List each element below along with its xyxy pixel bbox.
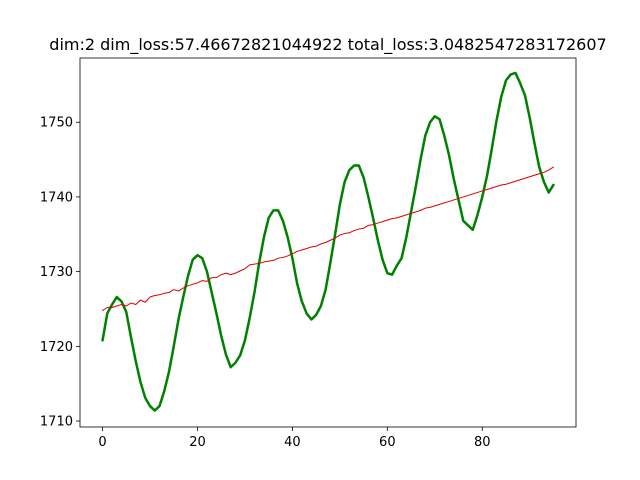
y-tick-label: 1720 bbox=[40, 340, 73, 355]
x-tick-label: 60 bbox=[379, 435, 396, 450]
series-layer bbox=[101, 71, 555, 412]
axes-layer: 0 20 40 60 80 1710 1720 1730 1740 1750 bbox=[40, 57, 577, 450]
series-line-1 bbox=[101, 71, 555, 412]
y-tick-label: 1710 bbox=[40, 415, 73, 430]
x-tick-label: 20 bbox=[189, 435, 206, 450]
plot-frame bbox=[79, 57, 577, 428]
x-tick-label: 0 bbox=[98, 435, 106, 450]
y-tick-label: 1730 bbox=[40, 265, 73, 280]
series-line-2 bbox=[102, 166, 554, 311]
y-tick-label: 1740 bbox=[40, 190, 73, 205]
y-tick-label: 1750 bbox=[40, 116, 73, 131]
x-tick-label: 40 bbox=[284, 435, 301, 450]
chart-title: dim:2 dim_loss:57.46672821044922 total_l… bbox=[49, 35, 606, 55]
x-tick-label: 80 bbox=[474, 435, 491, 450]
